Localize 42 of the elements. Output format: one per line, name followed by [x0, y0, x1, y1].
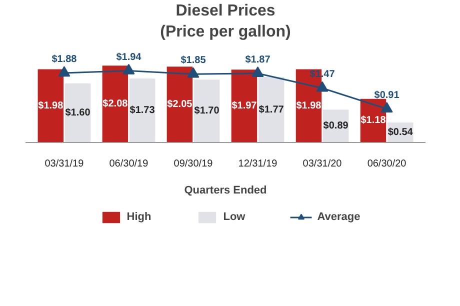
point: [380, 102, 393, 113]
x-tick-label: 06/30/20: [367, 158, 407, 170]
data-label: $1.18: [360, 115, 386, 126]
data-label: $0.54: [388, 127, 414, 138]
data-label: $1.70: [194, 106, 220, 117]
x-tick-label: 03/31/20: [302, 158, 342, 170]
x-axis-title: Quarters Ended: [184, 184, 267, 196]
data-label: $1.87: [245, 54, 271, 66]
x-tick-label: 06/30/19: [109, 158, 149, 170]
x-tick-label: 12/31/19: [238, 158, 278, 170]
point: [122, 64, 135, 74]
point: [58, 66, 70, 77]
data-label: $2.08: [102, 98, 128, 110]
legend-label: Low: [223, 211, 246, 223]
data-label: $1.98: [38, 100, 64, 112]
data-label: $1.98: [296, 100, 322, 112]
legend-label: Average: [317, 211, 360, 223]
data-label: $2.05: [167, 99, 193, 110]
data-label: $1.77: [258, 104, 284, 116]
bar: [166, 66, 193, 142]
bar: [231, 70, 258, 142]
chart-subtitle: (Price per gallon): [160, 24, 291, 40]
data-label: $1.88: [52, 54, 78, 65]
bar: [129, 78, 156, 142]
data-label: $1.73: [130, 105, 156, 116]
data-label: $1.60: [65, 107, 91, 118]
data-label: $0.91: [374, 90, 400, 101]
bar: [258, 77, 284, 142]
x-tick-label: 09/30/19: [174, 158, 214, 170]
bar: [64, 83, 91, 142]
legend-label: High: [126, 211, 152, 223]
x-tick-label: 03/31/19: [44, 158, 84, 170]
data-label: $1.97: [232, 100, 258, 112]
data-label: $1.85: [180, 55, 206, 66]
point: [252, 66, 264, 78]
bar: [38, 69, 64, 142]
chart-title: Diesel Prices: [176, 2, 276, 20]
point: [316, 81, 328, 92]
point: [187, 67, 200, 78]
data-label: $0.89: [323, 120, 349, 132]
bar: [194, 80, 220, 142]
data-label: $1.94: [116, 52, 142, 63]
